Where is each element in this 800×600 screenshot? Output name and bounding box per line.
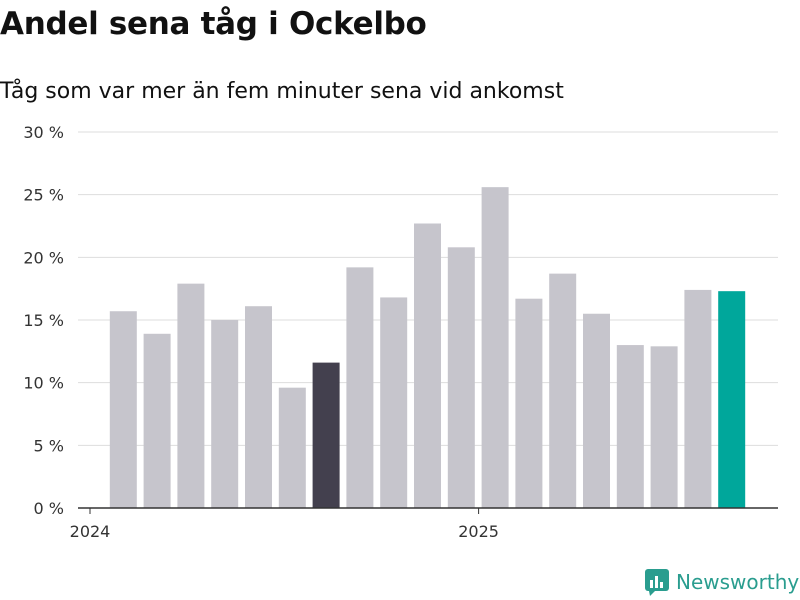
- bar: [414, 223, 441, 508]
- brand-name: Newsworthy: [676, 570, 800, 594]
- bar: [109, 311, 137, 508]
- bar: [447, 247, 475, 508]
- y-tick-label: 20 %: [23, 248, 64, 267]
- y-tick-label: 15 %: [23, 311, 64, 330]
- x-tick-label: 2024: [70, 522, 111, 541]
- newsworthy-logo-icon: [645, 569, 669, 596]
- bar: [718, 291, 746, 508]
- chart-title: Andel sena tåg i Ockelbo: [0, 6, 427, 42]
- y-tick-label: 0 %: [34, 499, 64, 518]
- bar: [346, 267, 374, 508]
- bar: [583, 313, 610, 508]
- bar: [143, 333, 171, 508]
- bar: [177, 283, 205, 508]
- y-tick-label: 30 %: [23, 123, 64, 142]
- chart-subtitle: Tåg som var mer än fem minuter sena vid …: [0, 79, 564, 104]
- bar: [278, 387, 306, 508]
- bar: [515, 298, 543, 508]
- bar: [245, 306, 272, 508]
- bar: [650, 346, 678, 508]
- y-tick-label: 25 %: [23, 186, 64, 205]
- bar: [481, 187, 509, 508]
- bar: [549, 273, 577, 508]
- bar: [211, 320, 239, 508]
- bar: [380, 297, 408, 508]
- x-tick-label: 2025: [458, 522, 499, 541]
- bar: [684, 289, 712, 508]
- bar: [616, 345, 644, 508]
- y-tick-label: 5 %: [34, 436, 64, 455]
- brand-logo: Newsworthy: [644, 568, 799, 596]
- bar: [312, 362, 340, 508]
- y-tick-label: 10 %: [23, 374, 64, 393]
